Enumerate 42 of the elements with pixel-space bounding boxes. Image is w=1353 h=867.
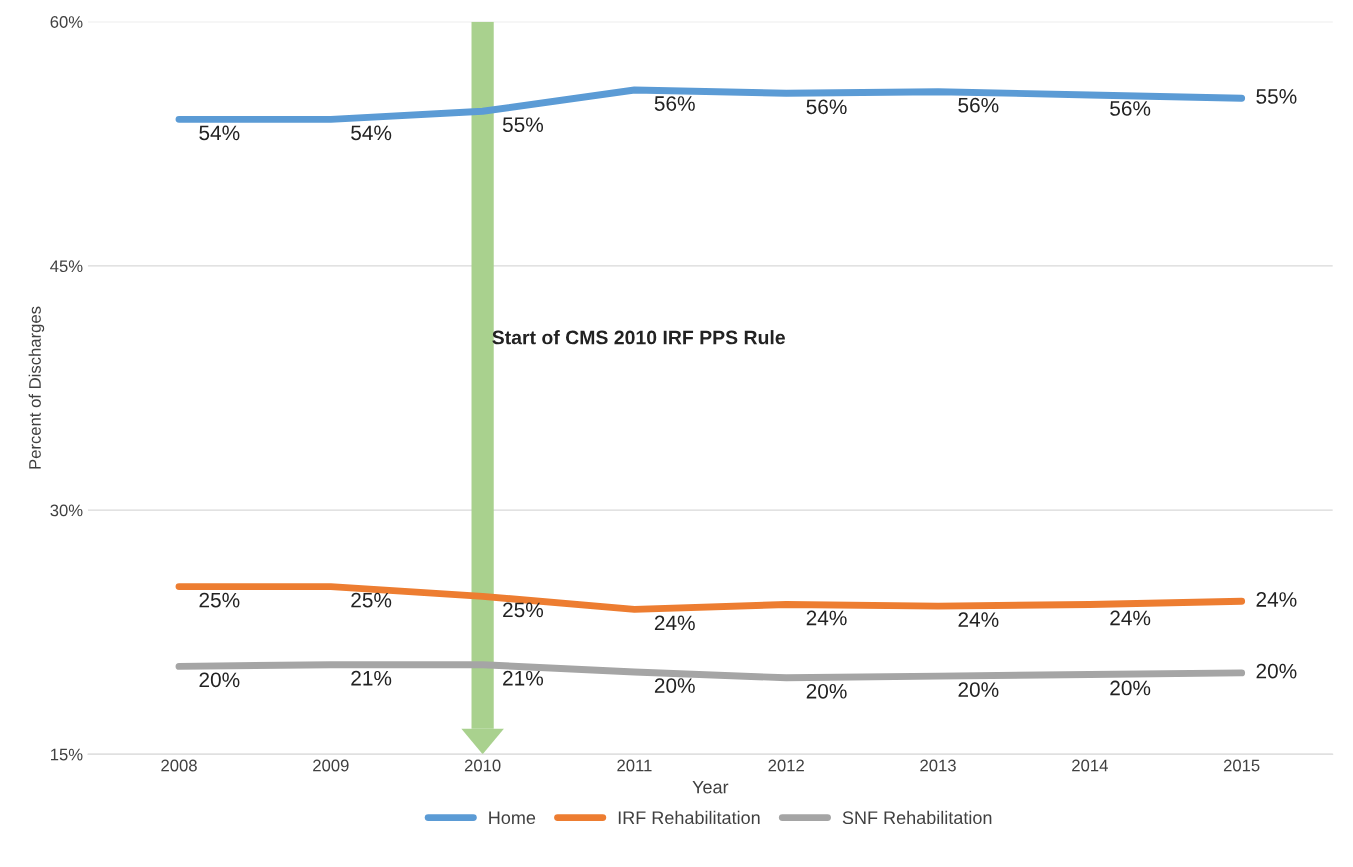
- x-tick-label: 2010: [464, 759, 501, 772]
- legend-label: Home: [489, 811, 536, 825]
- data-label: 55%: [1256, 89, 1297, 104]
- x-tick-label: 2009: [313, 759, 349, 772]
- data-label: 20%: [1256, 663, 1297, 679]
- y-tick-label: 45%: [50, 260, 83, 273]
- data-label: 20%: [806, 683, 847, 699]
- y-axis-title: Percent of Discharges: [28, 306, 45, 469]
- x-tick-label: 2008: [161, 759, 197, 772]
- data-label: 24%: [958, 612, 999, 627]
- data-label: 56%: [654, 96, 695, 111]
- data-label: 56%: [958, 97, 999, 113]
- data-label: 20%: [1110, 680, 1151, 696]
- x-axis-title: Year: [692, 780, 729, 794]
- data-label: 24%: [654, 615, 695, 631]
- ref-line-label: Start of CMS 2010 IRF PPS Rule: [492, 330, 785, 345]
- x-tick-label: 2013: [920, 759, 956, 772]
- data-label: 55%: [502, 117, 544, 133]
- data-label: 20%: [958, 682, 999, 697]
- data-label: 25%: [351, 592, 392, 608]
- data-label: 25%: [199, 592, 240, 608]
- data-label: 24%: [1110, 610, 1151, 626]
- x-tick-label: 2012: [768, 759, 804, 772]
- data-label: 24%: [1256, 592, 1297, 607]
- legend-label: SNF Rehabilitation: [842, 810, 992, 825]
- data-label: 21%: [503, 670, 544, 686]
- data-label: 20%: [199, 672, 240, 688]
- data-label: 56%: [1110, 101, 1151, 116]
- data-label: 24%: [806, 610, 847, 626]
- data-label: 21%: [351, 670, 392, 686]
- data-label: 25%: [503, 602, 544, 618]
- data-label: 56%: [806, 99, 847, 115]
- data-label: 20%: [654, 678, 695, 693]
- y-tick-label: 15%: [51, 748, 83, 761]
- data-label: 54%: [351, 125, 392, 141]
- x-tick-label: 2011: [617, 759, 652, 772]
- legend-label: IRF Rehabilitation: [618, 810, 760, 825]
- y-tick-label: 60%: [50, 16, 83, 28]
- y-tick-label: 30%: [50, 504, 83, 517]
- x-tick-label: 2015: [1223, 759, 1260, 772]
- data-label: 54%: [199, 125, 240, 141]
- x-tick-label: 2014: [1072, 759, 1108, 772]
